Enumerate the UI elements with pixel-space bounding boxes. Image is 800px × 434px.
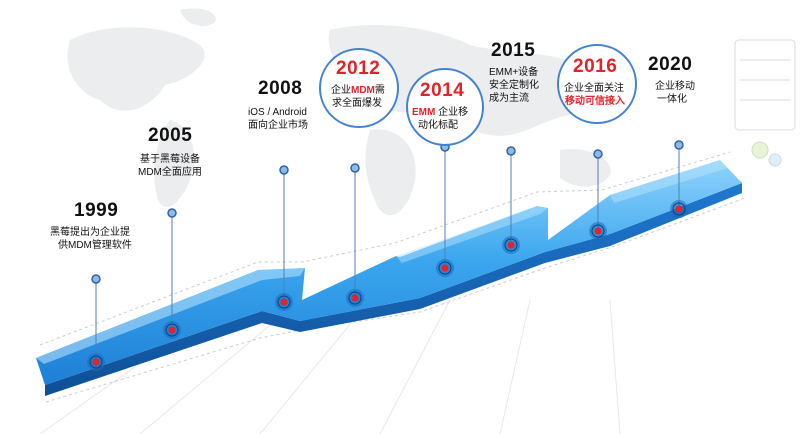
- milestone-pin: [346, 163, 364, 307]
- milestone-desc-line1: EMM+设备: [489, 67, 539, 78]
- milestone-year: 1999: [74, 200, 119, 221]
- milestone-2015: 2015 EMM+设备 安全定制化 成为主流: [489, 40, 539, 105]
- ribbon-highlight-2: [396, 206, 548, 263]
- milestone-pin: [163, 208, 181, 339]
- milestone-pins: [87, 140, 688, 371]
- milestone-pin: [87, 274, 105, 371]
- pin-head: [593, 149, 603, 159]
- pin-base-ring: [504, 238, 518, 252]
- milestone-2008: 2008 iOS / Android 面向企业市场: [248, 78, 308, 132]
- pin-base-ring: [348, 291, 362, 305]
- pin-head: [674, 140, 684, 150]
- ribbon-dashes: [39, 151, 746, 403]
- pin-base-dot: [594, 227, 602, 235]
- pin-base-ring: [165, 323, 179, 337]
- pin-base-ring: [591, 224, 605, 238]
- ribbon-highlight: [36, 268, 305, 364]
- milestone-desc-line2: MDM全面应用: [138, 167, 202, 178]
- milestone-desc-line2: 移动可信接入: [565, 96, 625, 107]
- pin-head: [350, 163, 360, 173]
- milestone-year: 2014: [420, 80, 465, 101]
- milestone-desc-line1: 黑莓提出为企业提: [50, 227, 130, 238]
- pin-base-dot: [441, 264, 449, 272]
- pin-head: [91, 274, 101, 284]
- milestone-year: 2016: [573, 56, 618, 77]
- text: 需: [374, 85, 385, 96]
- pin-head: [506, 146, 516, 156]
- milestone-pin: [670, 140, 688, 218]
- milestone-year: 2015: [491, 40, 536, 61]
- milestone-2014: 2014 EMM 企业移 动化标配: [412, 80, 468, 132]
- pin-base-ring: [277, 295, 291, 309]
- highlight-text: MDM: [351, 85, 375, 96]
- pin-base-dot: [351, 294, 359, 302]
- pin-base-dot: [168, 326, 176, 334]
- pin-head: [167, 208, 177, 218]
- milestone-desc-line1: iOS / Android: [248, 107, 307, 118]
- pin-base-ring: [89, 355, 103, 369]
- pin-head: [279, 165, 289, 175]
- milestone-pin: [275, 165, 293, 311]
- text: 企业: [331, 85, 351, 96]
- milestone-2012: 2012 企业MDM需 求全面爆发: [331, 58, 385, 110]
- pin-base-ring: [672, 202, 686, 216]
- milestone-year: 2005: [148, 125, 193, 146]
- milestone-desc-line2: 面向企业市场: [248, 120, 308, 131]
- milestone-pin: [502, 146, 520, 254]
- ribbon-highlight-3: [610, 160, 728, 203]
- milestone-1999: 1999 黑莓提出为企业提 供MDM管理软件: [50, 200, 132, 252]
- milestone-desc-line2: 供MDM管理软件: [58, 240, 132, 251]
- pin-base-dot: [280, 298, 288, 306]
- milestone-2005: 2005 基于黑莓设备 MDM全面应用: [138, 125, 202, 179]
- pin-base-dot: [92, 358, 100, 366]
- timeline-ribbon: [36, 160, 742, 385]
- milestone-desc-line2: 安全定制化: [489, 80, 539, 91]
- text: 企业移: [435, 107, 469, 118]
- milestone-year: 2008: [258, 78, 303, 99]
- milestone-desc-line2: 一体化: [657, 94, 687, 105]
- pin-base-dot: [507, 241, 515, 249]
- milestone-2016: 2016 企业全面关注 移动可信接入: [564, 56, 625, 108]
- milestone-desc-line1: 企业全面关注: [564, 83, 624, 94]
- milestone-desc-line1: 企业移动: [655, 81, 695, 92]
- milestone-year: 2020: [648, 54, 693, 75]
- milestone-desc-line3: 成为主流: [489, 93, 529, 104]
- pin-base-dot: [675, 205, 683, 213]
- milestone-desc-line2: 动化标配: [418, 120, 458, 131]
- milestone-desc-line1: 企业MDM需: [331, 84, 385, 97]
- milestone-year: 2012: [336, 58, 381, 79]
- milestone-desc-line2: 求全面爆发: [332, 98, 382, 109]
- milestone-2020: 2020 企业移动 一体化: [648, 54, 695, 106]
- pin-head: [440, 142, 450, 152]
- milestone-desc-line1: 基于黑莓设备: [140, 154, 200, 165]
- background-decoration: [734, 39, 796, 167]
- milestone-pin: [589, 149, 607, 240]
- milestone-desc-line1: EMM 企业移: [412, 106, 468, 119]
- pin-base-ring: [438, 261, 452, 275]
- highlight-text: EMM: [412, 107, 436, 118]
- milestone-pin: [436, 142, 454, 277]
